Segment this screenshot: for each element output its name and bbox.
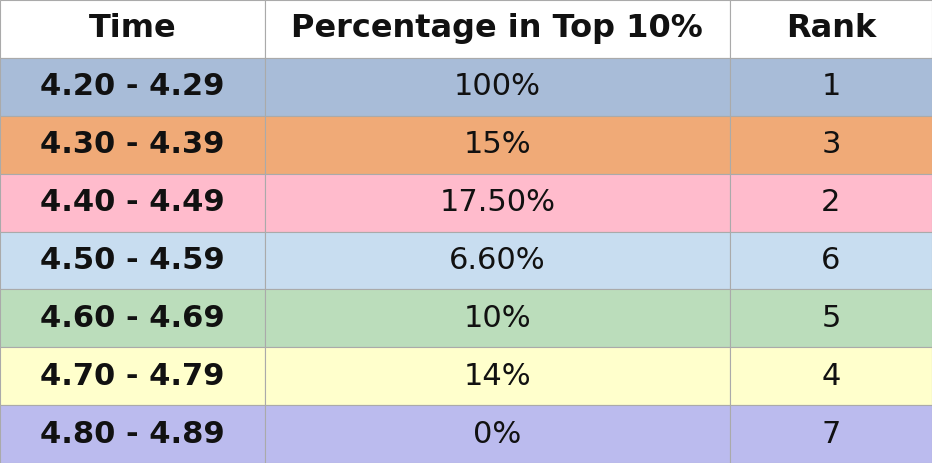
Bar bbox=[730, 232, 932, 289]
Bar bbox=[0, 405, 265, 463]
Text: 2: 2 bbox=[821, 188, 841, 217]
Text: 4.80 - 4.89: 4.80 - 4.89 bbox=[40, 419, 225, 449]
Text: 100%: 100% bbox=[454, 72, 541, 101]
Text: 17.50%: 17.50% bbox=[439, 188, 555, 217]
Text: 15%: 15% bbox=[463, 130, 531, 159]
Bar bbox=[0, 174, 265, 232]
Text: 4.20 - 4.29: 4.20 - 4.29 bbox=[40, 72, 225, 101]
Text: 7: 7 bbox=[821, 419, 841, 449]
Bar bbox=[730, 347, 932, 405]
Text: 4.50 - 4.59: 4.50 - 4.59 bbox=[40, 246, 225, 275]
Bar bbox=[265, 58, 730, 116]
Text: 0%: 0% bbox=[473, 419, 521, 449]
Bar bbox=[265, 232, 730, 289]
Bar bbox=[0, 232, 265, 289]
Bar bbox=[265, 347, 730, 405]
Bar bbox=[730, 289, 932, 347]
Text: 4.30 - 4.39: 4.30 - 4.39 bbox=[40, 130, 225, 159]
Text: Time: Time bbox=[89, 13, 176, 44]
Text: 4.40 - 4.49: 4.40 - 4.49 bbox=[40, 188, 225, 217]
Bar bbox=[0, 116, 265, 174]
Bar bbox=[265, 405, 730, 463]
Bar bbox=[265, 174, 730, 232]
Bar bbox=[265, 289, 730, 347]
Bar bbox=[730, 58, 932, 116]
Bar bbox=[730, 405, 932, 463]
Bar bbox=[0, 347, 265, 405]
Text: Percentage in Top 10%: Percentage in Top 10% bbox=[292, 13, 703, 44]
Text: 5: 5 bbox=[821, 304, 841, 333]
Bar bbox=[0, 289, 265, 347]
Bar bbox=[0, 58, 265, 116]
Text: Rank: Rank bbox=[786, 13, 876, 44]
Text: 10%: 10% bbox=[463, 304, 531, 333]
Text: 4.60 - 4.69: 4.60 - 4.69 bbox=[40, 304, 225, 333]
Text: 3: 3 bbox=[821, 130, 841, 159]
Bar bbox=[730, 116, 932, 174]
Bar bbox=[265, 0, 730, 58]
Text: 1: 1 bbox=[821, 72, 841, 101]
Text: 4.70 - 4.79: 4.70 - 4.79 bbox=[40, 362, 225, 391]
Bar bbox=[0, 0, 265, 58]
Text: 6: 6 bbox=[821, 246, 841, 275]
Text: 6.60%: 6.60% bbox=[449, 246, 545, 275]
Text: 4: 4 bbox=[821, 362, 841, 391]
Bar bbox=[265, 116, 730, 174]
Bar bbox=[730, 174, 932, 232]
Bar bbox=[730, 0, 932, 58]
Text: 14%: 14% bbox=[463, 362, 531, 391]
